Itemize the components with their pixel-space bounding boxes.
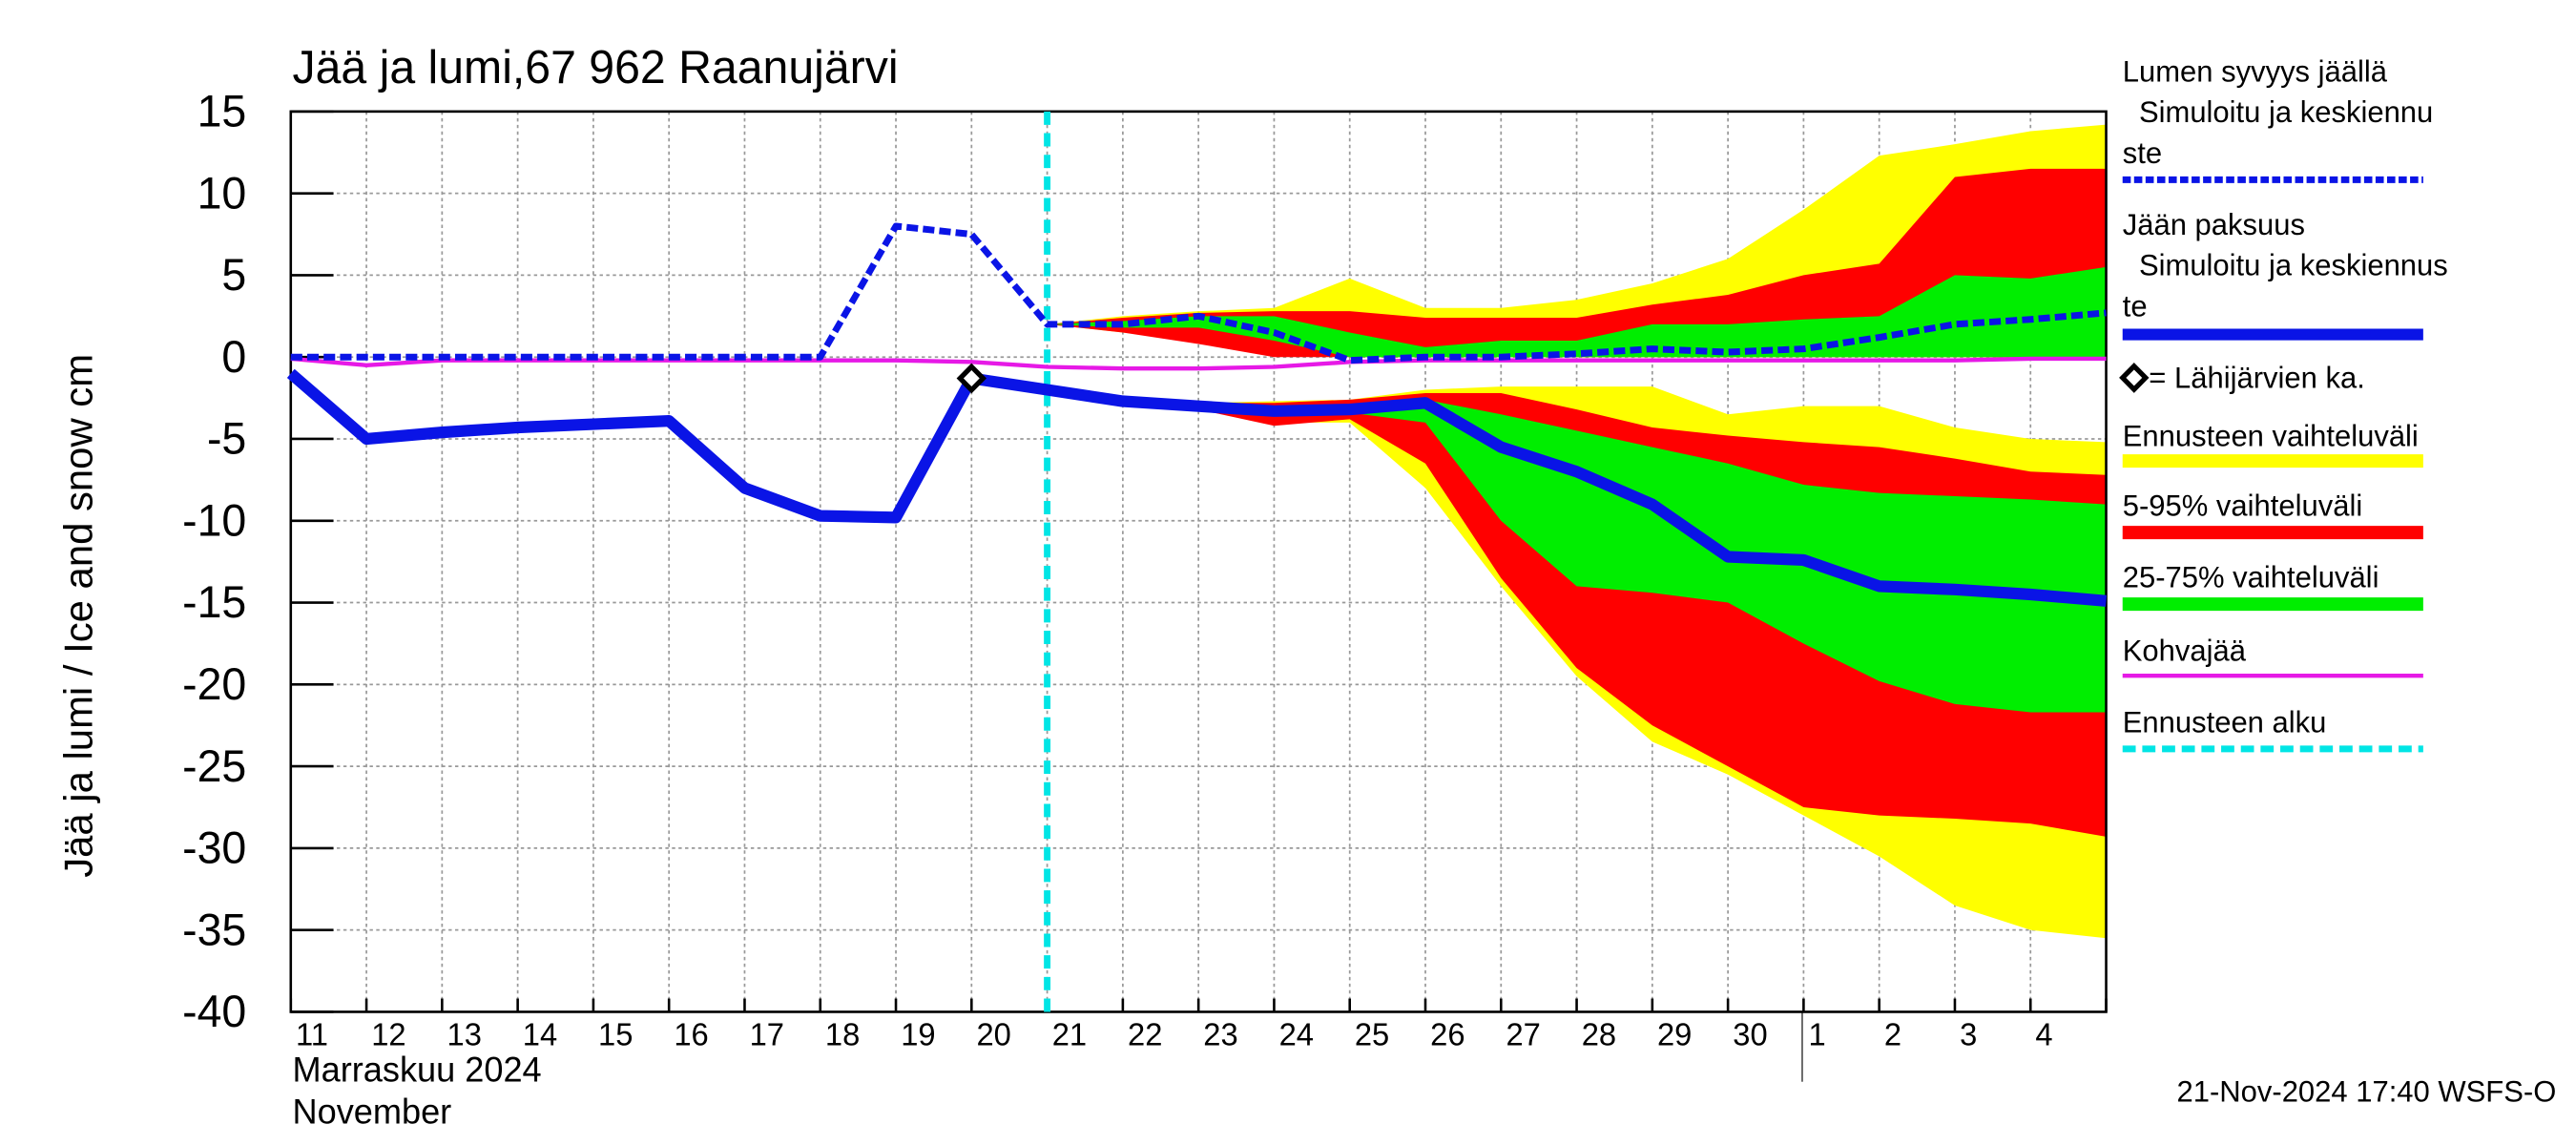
x-tick-label: 25 [1355, 1016, 1389, 1051]
legend-marker [2119, 363, 2150, 393]
x-tick-label: 21 [1052, 1016, 1087, 1051]
x-tick-label: 22 [1128, 1016, 1162, 1051]
legend-label: 5-95% vaihteluväli [2123, 489, 2362, 523]
series-line [286, 368, 2108, 607]
x-tick-label: 23 [1203, 1016, 1237, 1051]
x-tick-label: 17 [750, 1016, 784, 1051]
x-tick-label: 20 [976, 1016, 1010, 1051]
legend-label: Ennusteen alku [2123, 705, 2327, 739]
x-tick-label: 11 [296, 1016, 328, 1051]
y-tick-label: -25 [182, 741, 246, 791]
x-tick-label: 4 [2035, 1016, 2052, 1051]
legend-label: 25-75% vaihteluväli [2123, 561, 2379, 594]
x-tick-label: 27 [1506, 1016, 1540, 1051]
y-axis-label: Jää ja lumi / Ice and snow cm [56, 354, 101, 878]
y-tick-label: -5 [207, 413, 246, 463]
x-tick-label: 15 [598, 1016, 633, 1051]
legend-label: Lumen syvyys jäällä [2123, 54, 2388, 88]
x-tick-label: 13 [447, 1016, 482, 1051]
legend-label: ste [2123, 136, 2162, 170]
x-tick-label: 26 [1430, 1016, 1465, 1051]
snow-band [1047, 168, 2107, 358]
legend-label: Ennusteen vaihteluväli [2123, 419, 2419, 452]
legend-label: Simuloitu ja keskiennu [2139, 95, 2433, 129]
legend-label: = Lähijärvien ka. [2149, 361, 2365, 394]
plot-frame [289, 110, 2108, 1013]
y-tick-label: 5 [221, 250, 246, 300]
x-tick-label: 14 [523, 1016, 557, 1051]
x-tick-label: 18 [825, 1016, 860, 1051]
y-tick-label: -40 [182, 987, 246, 1036]
y-tick-label: 0 [221, 332, 246, 382]
legend-label: te [2123, 289, 2148, 323]
y-tick-label: -30 [182, 822, 246, 872]
x-tick-label: 2 [1884, 1016, 1901, 1051]
y-tick-label: 10 [197, 168, 247, 218]
y-tick-label: -35 [182, 905, 246, 954]
y-tick-label: 15 [197, 86, 247, 135]
ice-band [1047, 389, 2107, 713]
x-tick-label: 3 [1960, 1016, 1977, 1051]
chart-title: Jää ja lumi,67 962 Raanujärvi [293, 42, 899, 94]
x-tick-label: 29 [1657, 1016, 1692, 1051]
x-tick-label: 24 [1279, 1016, 1314, 1051]
x-tick-label: 12 [371, 1016, 405, 1051]
footer: 21-Nov-2024 17:40 WSFS-O [2176, 1074, 2556, 1108]
snow-band [1047, 266, 2107, 358]
x-tick-label: 19 [901, 1016, 935, 1051]
x-axis-label: Marraskuu 2024 [293, 1051, 542, 1090]
y-tick-label: -10 [182, 495, 246, 545]
x-tick-label: 30 [1733, 1016, 1767, 1051]
x-tick-label: 28 [1582, 1016, 1616, 1051]
legend-label: Jään paksuus [2123, 208, 2305, 241]
legend-label: Simuloitu ja keskiennus [2139, 248, 2448, 281]
x-axis-label: November [293, 1092, 452, 1131]
legend-label: Kohvajää [2123, 634, 2247, 667]
series-line [290, 222, 2107, 364]
lake-average-marker [956, 363, 987, 394]
y-tick-label: -20 [182, 659, 246, 709]
x-tick-label: 1 [1809, 1016, 1826, 1051]
y-tick-label: -15 [182, 577, 246, 627]
x-tick-label: 16 [674, 1016, 708, 1051]
